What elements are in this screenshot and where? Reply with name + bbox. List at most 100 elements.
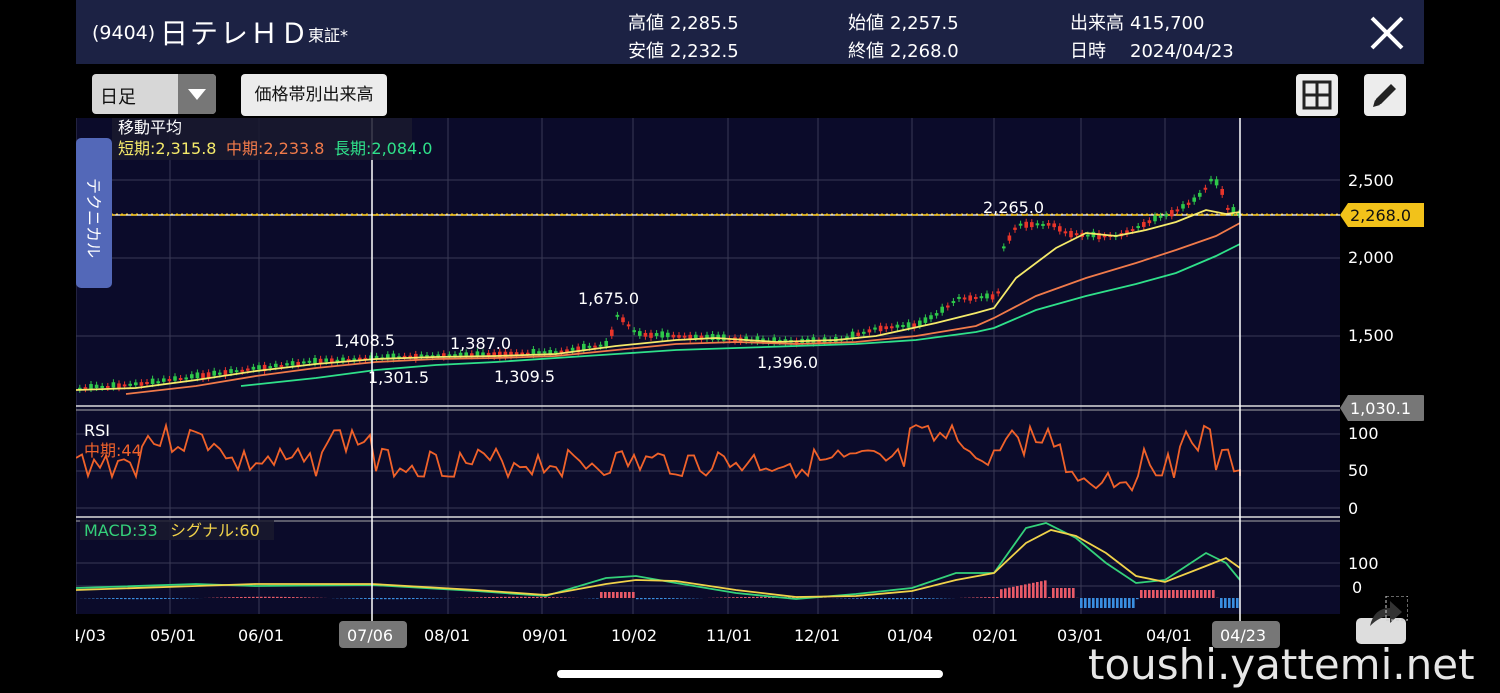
ma-short-line — [75, 209, 1241, 391]
share-button[interactable] — [1356, 595, 1409, 644]
volume-by-price-button[interactable]: 価格帯別出来高 — [241, 74, 387, 116]
signal-polyline — [75, 529, 1241, 598]
candle — [968, 295, 972, 301]
price-annotation-2: 1,408.5 — [334, 331, 395, 350]
period-select[interactable]: 日足 — [92, 74, 216, 114]
stock-code: (9404) — [92, 22, 156, 44]
candle — [957, 296, 961, 299]
candle — [526, 352, 530, 355]
stock-name: 日テレＨＤ — [160, 17, 311, 50]
candle — [845, 336, 849, 339]
chart-panel[interactable]: 移動平均 短期:2,315.8 中期:2,233.8 長期:2,084.0 テク… — [70, 118, 1428, 648]
candle — [1069, 230, 1073, 238]
ma-legend-background — [112, 118, 412, 160]
rsi-tick-50: 50 — [1348, 461, 1368, 480]
candle — [122, 384, 127, 387]
candle — [1209, 178, 1213, 182]
candle — [279, 365, 284, 368]
candle — [537, 351, 541, 354]
grid-layout-button[interactable] — [1296, 74, 1338, 116]
chart-canvas[interactable]: 移動平均 短期:2,315.8 中期:2,233.8 長期:2,084.0 テク… — [70, 118, 1428, 648]
macd-polyline — [75, 522, 1241, 600]
candle — [492, 352, 496, 357]
candle — [453, 354, 457, 357]
candle — [335, 359, 340, 362]
candle — [1136, 226, 1140, 229]
price-annotation-0: 2,265.0 — [983, 198, 1044, 217]
candle — [772, 337, 776, 343]
rsi-tick-100: 100 — [1348, 424, 1379, 443]
close-icon[interactable] — [1366, 12, 1408, 54]
candle — [1074, 233, 1079, 236]
candle — [951, 301, 956, 304]
candle — [358, 357, 362, 361]
candle — [884, 326, 888, 330]
candle — [386, 354, 390, 360]
x-axis-label-2: 06/01 — [238, 626, 284, 645]
share-icon — [1356, 595, 1409, 644]
pencil-icon — [1373, 84, 1396, 107]
candle — [705, 334, 709, 340]
candle — [1007, 235, 1012, 241]
high-label: 高値 — [628, 13, 664, 34]
technical-tab[interactable] — [76, 138, 112, 288]
candle — [1186, 202, 1191, 205]
home-indicator — [557, 670, 943, 678]
candle — [1058, 226, 1062, 232]
x-axis-label-6: 10/02 — [611, 626, 657, 645]
date-value: 2024/04/23 — [1130, 41, 1234, 62]
candle — [324, 358, 328, 362]
candle — [111, 382, 116, 388]
draw-button[interactable] — [1364, 74, 1406, 116]
candle — [486, 352, 491, 357]
price-annotation-6: 1,396.0 — [757, 353, 818, 372]
x-axis-label-1: 05/01 — [150, 626, 196, 645]
ma-legend-title: 移動平均 — [118, 118, 182, 137]
candle — [929, 315, 933, 320]
candle — [150, 378, 155, 385]
candle — [1237, 212, 1241, 215]
x-axis-label-10: 02/01 — [972, 626, 1018, 645]
candle — [873, 327, 877, 330]
candle — [677, 335, 681, 338]
candle — [1102, 235, 1107, 238]
macd-tick-0: 0 — [1352, 578, 1362, 597]
candle — [862, 331, 866, 334]
close-value: 2,268.0 — [890, 41, 959, 62]
candle — [374, 355, 379, 360]
candle — [856, 332, 860, 336]
candle — [206, 372, 211, 379]
x-axis-label-0: 4/03 — [76, 626, 106, 645]
macd-legend-background — [80, 520, 274, 540]
candle — [246, 368, 250, 371]
candle — [302, 361, 306, 364]
volume-label: 出来高 — [1070, 13, 1124, 34]
candle — [1181, 204, 1185, 209]
candle — [1220, 188, 1224, 195]
candle — [447, 354, 452, 357]
candle — [1158, 215, 1163, 218]
candle — [901, 324, 905, 327]
price-annotation-1: 1,675.0 — [578, 289, 639, 308]
candle — [1192, 197, 1196, 202]
candle — [83, 387, 88, 390]
candle — [638, 331, 642, 336]
candle — [593, 345, 597, 348]
candle — [582, 343, 586, 351]
candle — [408, 355, 412, 358]
candle — [257, 365, 261, 370]
low-value: 2,232.5 — [670, 41, 739, 62]
candle — [604, 340, 608, 347]
candle — [498, 351, 502, 358]
candle — [1086, 234, 1090, 237]
candle — [962, 297, 967, 300]
x-axis-label-7: 11/01 — [706, 626, 752, 645]
moving-average-lines — [75, 209, 1241, 395]
candle — [251, 366, 256, 370]
open-stat: 始値 2,257.5 — [848, 9, 959, 35]
candle — [559, 350, 564, 353]
candle — [307, 360, 312, 363]
candle — [464, 352, 468, 356]
candle — [458, 352, 463, 356]
candle — [598, 344, 603, 347]
